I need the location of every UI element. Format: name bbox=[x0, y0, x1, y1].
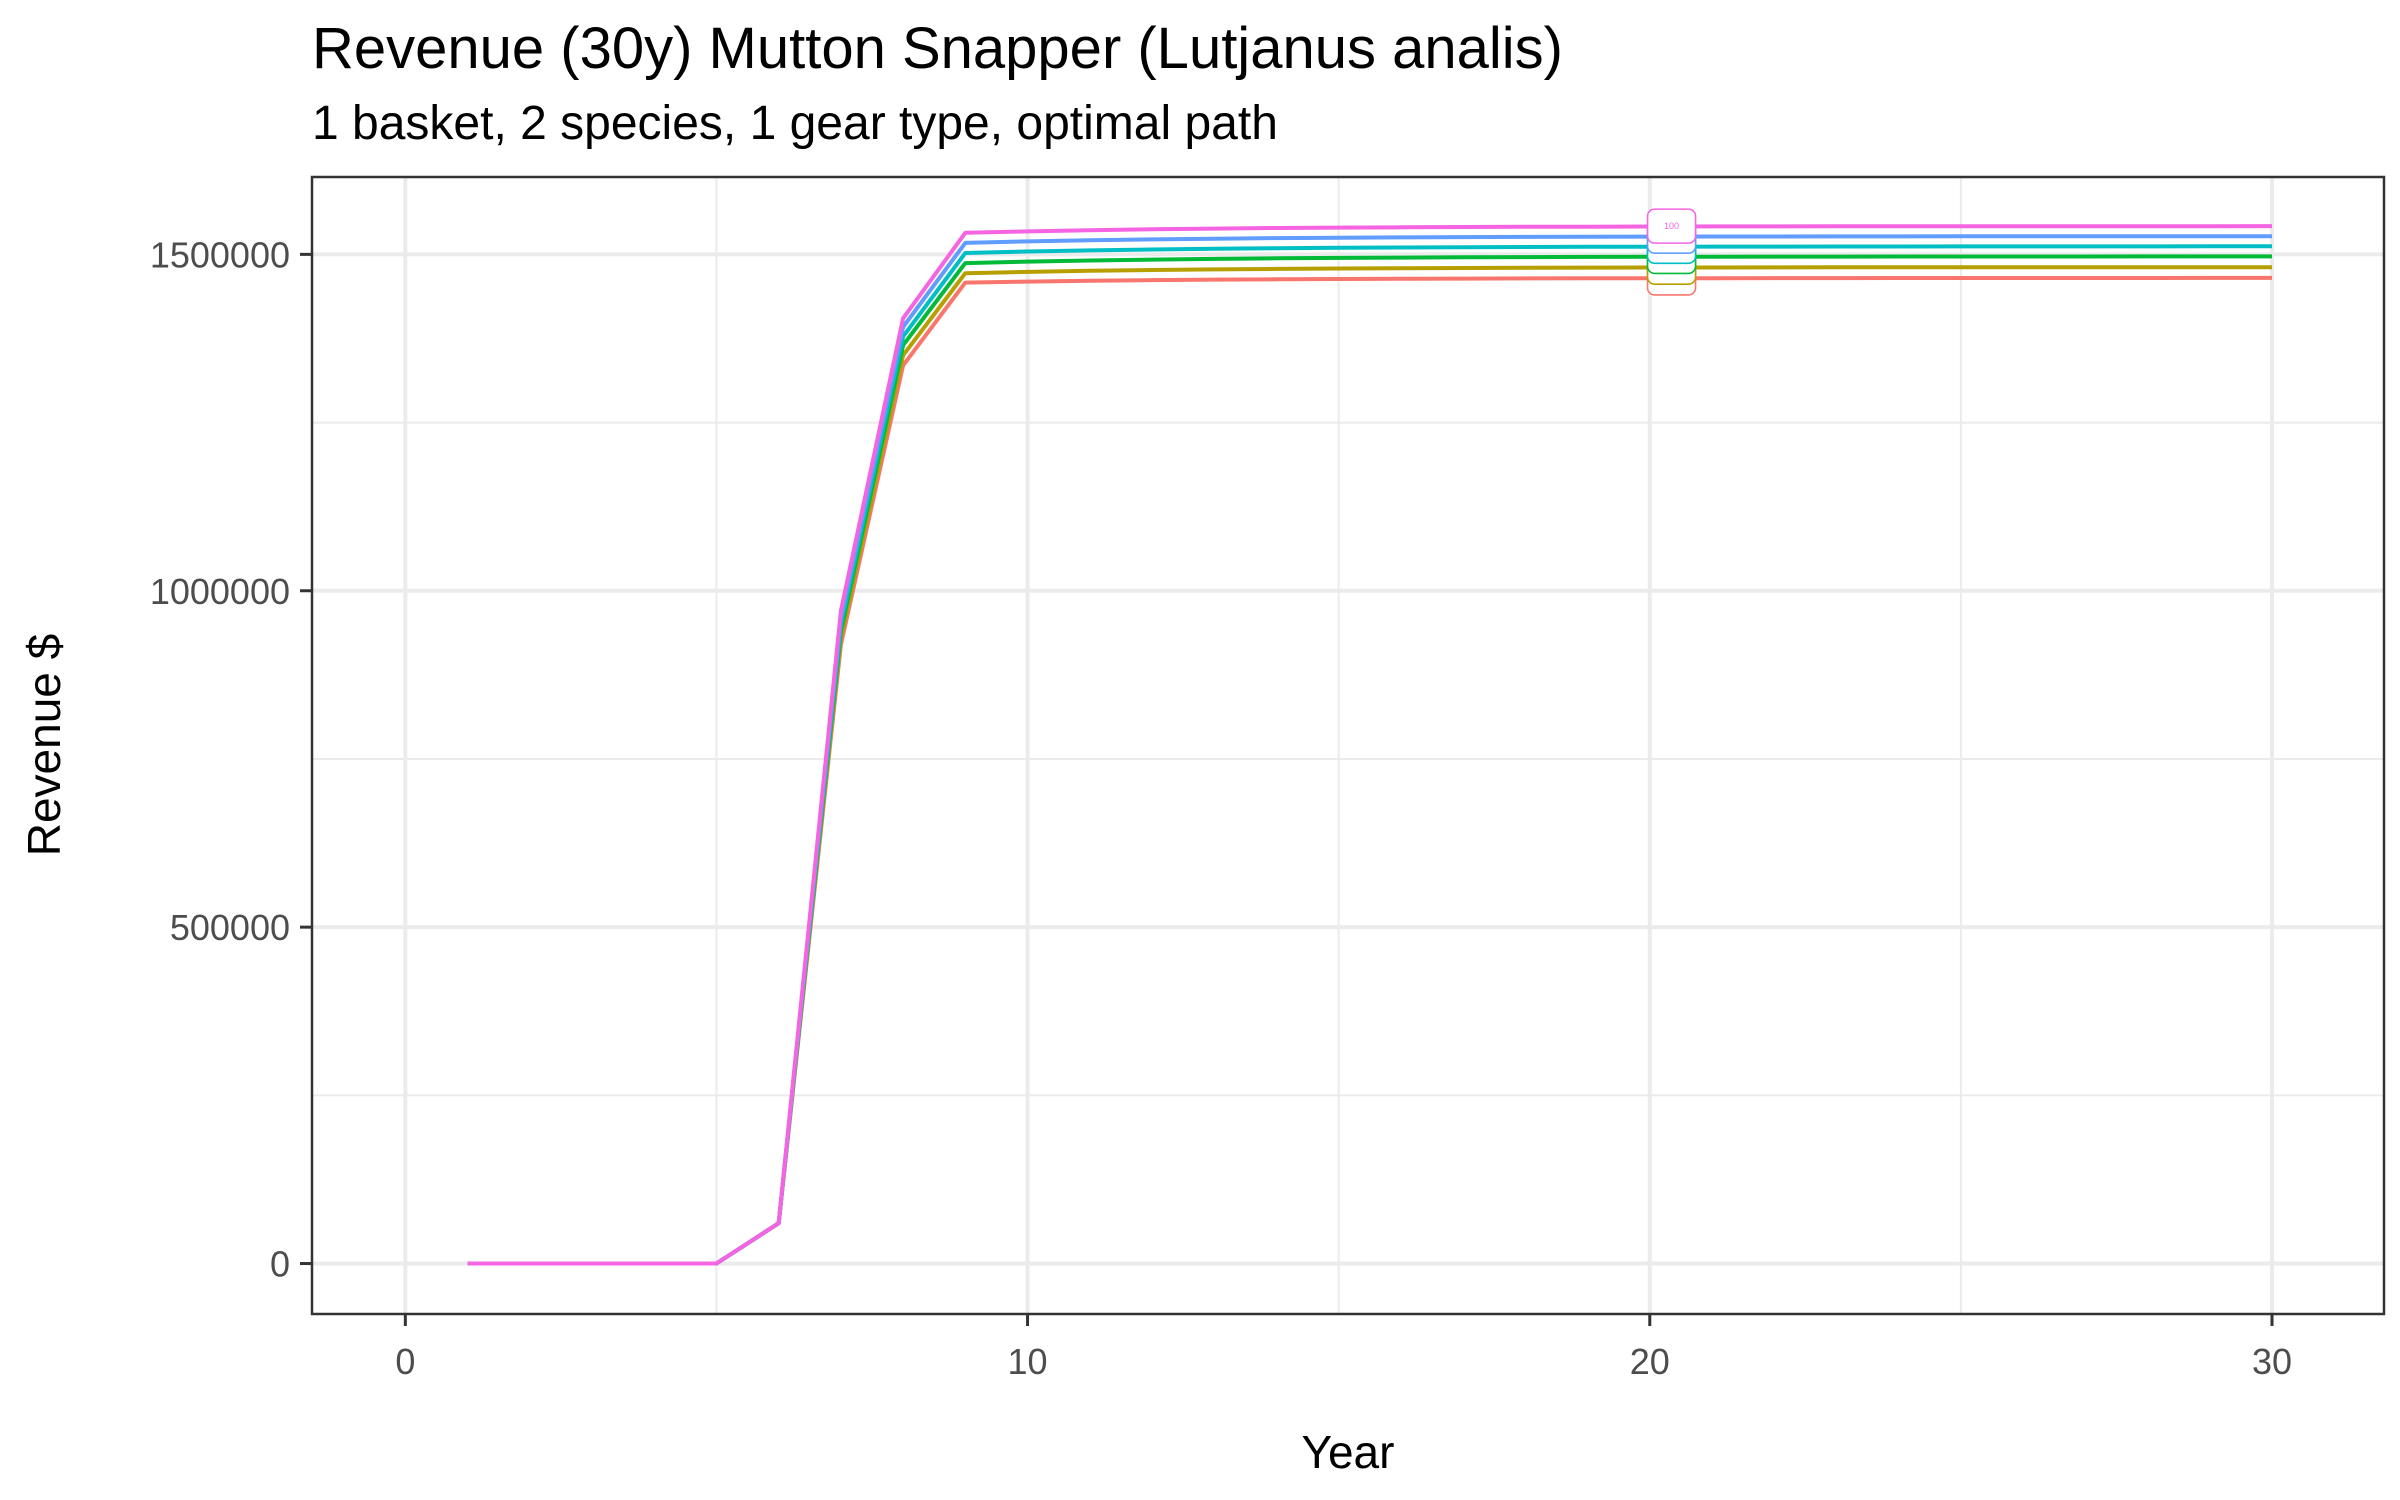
series-line-2 bbox=[467, 265, 2272, 1266]
series-line-4 bbox=[467, 244, 2272, 1266]
x-tick-label: 20 bbox=[1630, 1341, 1670, 1382]
x-tick-label: 0 bbox=[395, 1341, 415, 1382]
y-tick-label: 500000 bbox=[170, 907, 290, 948]
series-label-text: 100 bbox=[1664, 221, 1679, 231]
y-tick-label: 1500000 bbox=[150, 234, 290, 275]
y-tick-label: 1000000 bbox=[150, 571, 290, 612]
series-line-5 bbox=[467, 234, 2273, 1266]
grid bbox=[312, 177, 2384, 1314]
axis-ticks: 0 10 20 30 0 500000 1000000 1500000 bbox=[150, 234, 2292, 1382]
series-lines bbox=[467, 224, 2273, 1266]
y-tick-label: 0 bbox=[270, 1244, 290, 1285]
series-labels: 100 bbox=[1646, 208, 1697, 296]
series-line-6 bbox=[467, 224, 2273, 1266]
plot-panel-border bbox=[310, 175, 2386, 1316]
series-label-box bbox=[1646, 208, 1697, 244]
x-tick-label: 10 bbox=[1008, 1341, 1048, 1382]
x-axis-title: Year bbox=[1302, 1426, 1395, 1478]
x-tick-label: 30 bbox=[2252, 1341, 2292, 1382]
chart-title: Revenue (30y) Mutton Snapper (Lutjanus a… bbox=[312, 16, 1563, 81]
y-axis-title: Revenue $ bbox=[18, 634, 70, 857]
chart-subtitle: 1 basket, 2 species, 1 gear type, optima… bbox=[312, 97, 1278, 150]
series-line-1 bbox=[467, 275, 2272, 1266]
